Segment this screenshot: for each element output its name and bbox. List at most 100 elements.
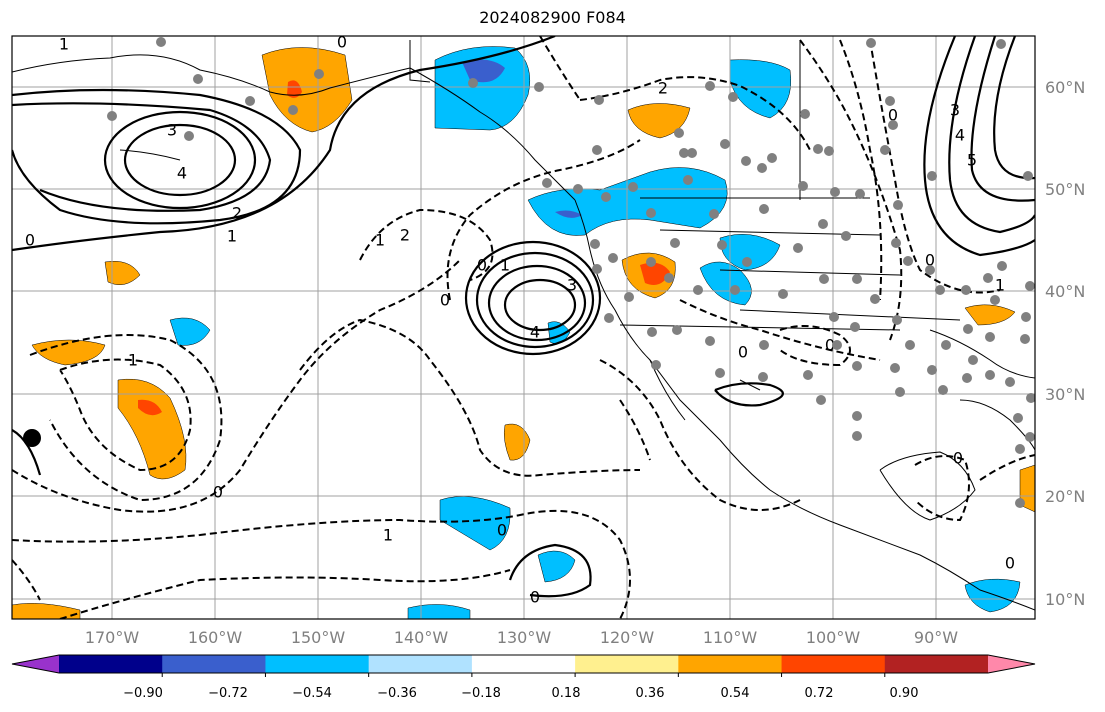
contours-solid <box>12 36 1035 598</box>
orange-region <box>31 339 106 366</box>
orange-region <box>104 261 141 286</box>
contour-label: 1 <box>383 526 393 545</box>
contour-label: 0 <box>953 449 963 468</box>
red-region <box>138 399 162 416</box>
blue-region <box>169 317 211 346</box>
contour-label: 0 <box>440 291 450 310</box>
blue-region <box>407 604 471 619</box>
red-region <box>287 80 302 98</box>
contour-label: 0 <box>888 106 898 125</box>
contour-label: 1 <box>128 351 138 370</box>
chart-title: 2024082900 F084 <box>479 8 626 27</box>
contour-label: 2 <box>658 79 668 98</box>
colorbar-swatch <box>162 655 266 673</box>
blue-region <box>439 496 511 551</box>
colorbar-outline <box>11 654 1036 674</box>
station-dots <box>107 37 1035 508</box>
contour-label: 0 <box>530 588 540 607</box>
lon-label: 130°W <box>497 628 552 647</box>
red-region <box>640 262 670 285</box>
lon-label: 110°W <box>703 628 758 647</box>
colorbar-swatch <box>265 655 370 673</box>
colorbar-swatch <box>59 655 163 673</box>
colorbar-tick-label: 0.18 <box>552 686 581 701</box>
shaded-regions <box>12 46 1035 619</box>
contour-label: 1 <box>375 231 385 250</box>
contour-label: 0 <box>25 231 35 250</box>
colorbar-extend-max <box>988 655 1035 673</box>
station-marker <box>23 429 41 447</box>
lon-label: 170°W <box>85 628 140 647</box>
contour-label: 0 <box>213 483 223 502</box>
lon-label: 100°W <box>806 628 861 647</box>
lat-label: 60°N <box>1045 78 1085 97</box>
colorbar-swatch <box>884 655 989 673</box>
contours-dashed <box>12 36 1035 619</box>
colorbar-tick-label: 0.72 <box>805 686 834 701</box>
colorbar-tick-label: −0.36 <box>377 686 417 701</box>
dark-blue-region <box>462 59 505 83</box>
lat-label: 30°N <box>1045 385 1085 404</box>
orange-region <box>117 378 187 480</box>
contour-label: 0 <box>738 343 748 362</box>
blue-region <box>729 59 792 119</box>
contour-label: 0 <box>1005 554 1015 573</box>
colorbar-swatch <box>678 655 783 673</box>
longitude-labels: 170°W 160°W 150°W 140°W 130°W 120°W 110°… <box>85 628 958 647</box>
contour-label: 4 <box>177 164 187 183</box>
lat-label: 40°N <box>1045 282 1085 301</box>
contour-label: 2 <box>232 204 242 223</box>
colorbar-tick-labels: −0.90 −0.72 −0.54 −0.36 −0.18 0.18 0.36 … <box>123 686 918 701</box>
orange-region <box>964 304 1016 326</box>
colorbar-tick-label: 0.54 <box>721 686 750 701</box>
lat-label: 10°N <box>1045 590 1085 609</box>
contour-label: 1 <box>227 227 237 246</box>
contour-label: 0 <box>477 256 487 275</box>
blue-region <box>434 46 531 131</box>
orange-region <box>12 603 81 619</box>
colorbar-tick-label: −0.54 <box>292 686 332 701</box>
colorbar-tick-label: 0.36 <box>636 686 665 701</box>
colorbar-tick-label: 0.90 <box>890 686 919 701</box>
contour-label: 4 <box>955 126 965 145</box>
contour-labels: 1 3 4 2 1 0 0 1 2 0 4 3 1 0 0 1 1 0 0 2 … <box>25 33 1015 607</box>
map-frame <box>11 35 1036 620</box>
contour-label: 3 <box>950 101 960 120</box>
contour-label: 4 <box>530 323 540 342</box>
colorbar-swatch <box>781 655 886 673</box>
contour-label: 1 <box>995 276 1005 295</box>
dark-blue-region <box>555 210 582 218</box>
colorbar-extend-min <box>12 655 59 673</box>
contour-label: 1 <box>59 35 69 54</box>
lat-label: 20°N <box>1045 487 1085 506</box>
contour-label: 0 <box>497 521 507 540</box>
contour-label: 0 <box>337 33 347 52</box>
colorbar-tick-label: −0.72 <box>208 686 248 701</box>
blue-region <box>527 167 728 236</box>
blue-region <box>719 234 781 271</box>
colorbar-swatch <box>575 655 679 673</box>
contour-label: 5 <box>967 151 977 170</box>
blue-region <box>537 550 576 583</box>
lon-label: 150°W <box>291 628 346 647</box>
lon-label: 120°W <box>600 628 655 647</box>
lat-label: 50°N <box>1045 180 1085 199</box>
contour-label: 0 <box>925 251 935 270</box>
contour-label: 0 <box>825 336 835 355</box>
colorbar-tick-label: −0.18 <box>461 686 501 701</box>
orange-region <box>261 47 353 133</box>
colorbar-swatch <box>368 655 473 673</box>
blue-region <box>964 578 1021 613</box>
colorbar-tick-label: −0.90 <box>123 686 163 701</box>
lon-label: 160°W <box>188 628 243 647</box>
lon-label: 90°W <box>914 628 958 647</box>
coastlines <box>12 40 1035 611</box>
contour-label: 3 <box>567 276 577 295</box>
orange-region <box>627 103 691 139</box>
contour-label: 2 <box>400 226 410 245</box>
map-area: 1 3 4 2 1 0 0 1 2 0 4 3 1 0 0 1 1 0 0 2 … <box>12 33 1035 619</box>
contour-label: 3 <box>167 121 177 140</box>
colorbar <box>11 654 1036 677</box>
latitude-labels: 60°N 50°N 40°N 30°N 20°N 10°N <box>1045 78 1085 609</box>
